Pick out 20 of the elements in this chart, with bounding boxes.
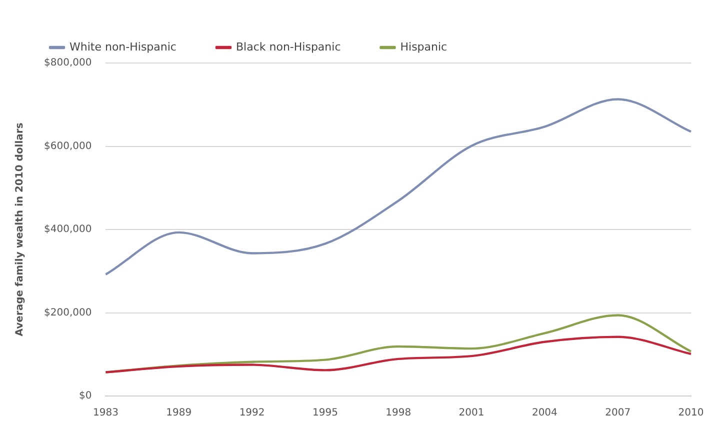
x-tick-label: 2010 [678,408,704,419]
y-tick-label: $400,000 [44,224,92,236]
line-series [104,336,692,374]
line-series [104,98,692,276]
x-tick-label: 1998 [386,408,412,419]
legend-label: Black non-Hispanic [236,40,341,54]
x-tick-label: 1995 [312,408,338,419]
x-tick-label: 2004 [532,408,558,419]
x-tick-label: 1992 [239,408,265,419]
legend-label: Hispanic [400,40,448,54]
y-tick-label: $800,000 [44,58,92,69]
y-tick-label: $0 [78,390,92,402]
x-tick-label: 2001 [458,408,484,419]
y-tick-label: $600,000 [44,140,92,152]
x-tick-label: 1989 [166,408,192,419]
x-tick-label: 1983 [92,408,118,419]
x-tick-label: 2007 [605,408,631,419]
legend-label: White non-Hispanic [70,40,176,54]
y-tick-label: $200,000 [44,307,92,318]
y-axis-title: Average family wealth in 2010 dollars [14,122,26,336]
